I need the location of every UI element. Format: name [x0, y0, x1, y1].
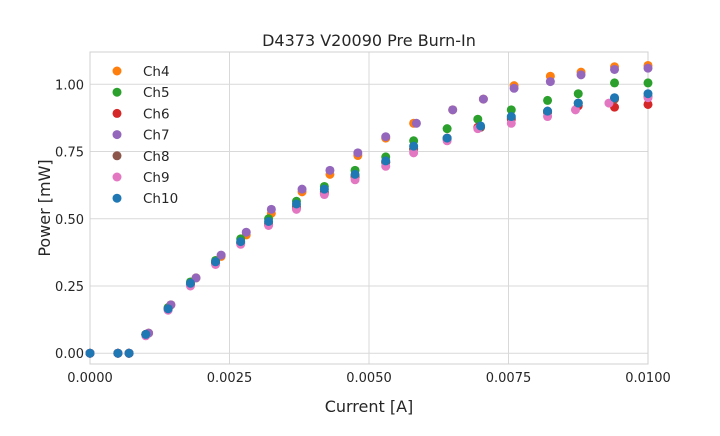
x-tick-label: 0.0100 — [625, 371, 671, 386]
data-point-ch9 — [506, 118, 516, 128]
data-point-ch10 — [185, 278, 195, 288]
data-point-ch5 — [473, 114, 483, 124]
data-point-ch10 — [610, 93, 620, 103]
x-tick-label: 0.0025 — [207, 371, 253, 386]
y-tick-label: 1.00 — [55, 78, 84, 93]
data-point-ch10 — [211, 257, 221, 267]
data-point-ch10 — [476, 121, 486, 131]
data-point-ch7 — [448, 105, 458, 115]
grid-lines — [89, 52, 649, 364]
legend-label: Ch10 — [143, 191, 178, 207]
legend-marker — [112, 66, 122, 76]
data-point-ch10 — [506, 112, 516, 122]
data-point-ch5 — [643, 78, 653, 88]
data-point-ch7 — [610, 64, 620, 74]
y-axis-label: Power [mW] — [35, 159, 54, 256]
legend-label: Ch8 — [143, 149, 170, 165]
legend-marker — [112, 193, 122, 203]
data-point-ch7 — [509, 83, 519, 93]
x-tick-label: 0.0000 — [67, 371, 113, 386]
legend-label: Ch5 — [143, 85, 170, 101]
data-point-ch9 — [570, 105, 580, 115]
plot-frame — [89, 51, 649, 365]
data-point-ch5 — [543, 95, 553, 105]
chart-title: D4373 V20090 Pre Burn-In — [262, 31, 476, 50]
y-tick-label: 0.50 — [55, 213, 84, 228]
data-point-ch7 — [576, 70, 586, 80]
data-point-ch10 — [543, 106, 553, 116]
legend-label: Ch7 — [143, 128, 170, 144]
legend-label: Ch6 — [143, 106, 170, 122]
legend-marker — [112, 87, 122, 97]
data-point-ch10 — [113, 348, 123, 358]
y-tick-label: 0.75 — [55, 146, 84, 161]
data-point-ch10 — [141, 329, 151, 339]
data-point-ch10 — [381, 156, 391, 166]
data-point-ch7 — [216, 250, 226, 260]
legend-label: Ch9 — [143, 170, 170, 186]
data-point-ch10 — [319, 184, 329, 194]
data-point-ch10 — [124, 348, 134, 358]
data-point-ch7 — [266, 204, 276, 214]
legend-marker — [112, 151, 122, 161]
x-tick-label: 0.0075 — [486, 371, 532, 386]
axes-frame — [89, 51, 649, 365]
data-point-ch7 — [545, 77, 555, 87]
legend-label: Ch4 — [143, 64, 170, 80]
data-point-ch7 — [643, 63, 653, 73]
x-axis-label: Current [A] — [325, 397, 414, 416]
y-tick-label: 0.00 — [55, 347, 84, 362]
legend: Ch4 Ch5 Ch6 Ch7 Ch8 Ch9 Ch10 — [112, 64, 178, 207]
data-point-ch7 — [353, 148, 363, 158]
data-point-ch7 — [297, 184, 307, 194]
data-point-ch10 — [643, 89, 653, 99]
data-point-ch7 — [325, 165, 335, 175]
legend-marker — [112, 108, 122, 118]
x-tick-label: 0.0050 — [346, 371, 392, 386]
data-point-ch5 — [573, 89, 583, 99]
data-point-ch7 — [478, 94, 488, 104]
data-point-ch10 — [264, 216, 274, 226]
data-point-ch7 — [191, 273, 201, 283]
data-points — [85, 60, 653, 358]
data-point-ch5 — [610, 78, 620, 88]
data-point-ch10 — [163, 304, 173, 314]
y-tick-label: 0.25 — [55, 280, 84, 295]
data-point-ch7 — [381, 132, 391, 142]
data-point-ch10 — [409, 141, 419, 151]
data-point-ch10 — [85, 348, 95, 358]
data-point-ch10 — [573, 98, 583, 108]
series-ch10 — [85, 89, 653, 358]
data-point-ch10 — [442, 133, 452, 143]
data-point-ch9 — [409, 148, 419, 158]
tick-labels: 0.0000 0.0025 0.0050 0.0075 0.0100 0.00 0.25 0.… — [55, 78, 671, 386]
data-point-ch5 — [442, 124, 452, 134]
data-point-ch5 — [506, 105, 516, 115]
data-point-ch9 — [604, 98, 614, 108]
data-point-ch10 — [236, 237, 246, 247]
data-point-ch10 — [291, 199, 301, 209]
legend-marker — [112, 130, 122, 140]
data-point-ch6 — [643, 99, 653, 109]
data-point-ch7 — [411, 118, 421, 128]
legend-marker — [112, 172, 122, 182]
data-point-ch10 — [350, 169, 360, 179]
data-point-ch7 — [241, 227, 251, 237]
